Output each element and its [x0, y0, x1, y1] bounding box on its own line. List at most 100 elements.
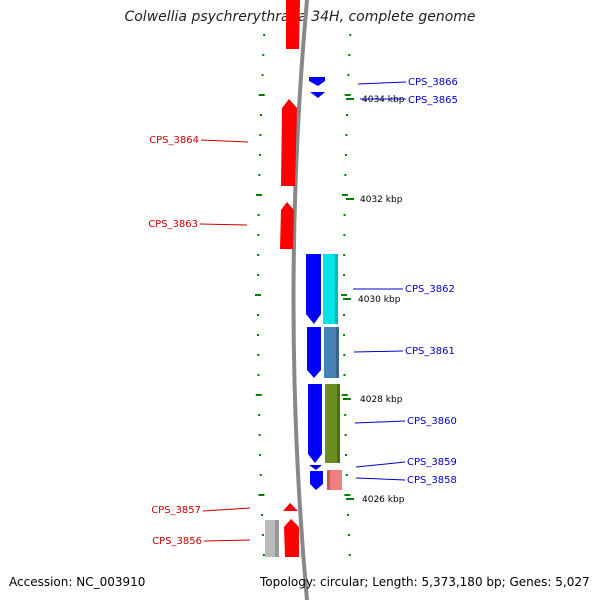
- right-tick-track-tick: [343, 254, 346, 256]
- gene-arrow-cps-3856[interactable]: [284, 519, 299, 557]
- gene-arrow-cps-3864[interactable]: [281, 99, 297, 186]
- gene-labels: CPS_3866 CPS_3865 CPS_3864 CPS_3863 CPS_…: [148, 77, 458, 547]
- left-tick-track-tick: [258, 434, 261, 436]
- gene-arrow-cps-3862[interactable]: [306, 254, 321, 324]
- left-tick-track-tick: [255, 394, 262, 396]
- right-tick-track-tick: [343, 334, 346, 336]
- gene-arrow-cps-3861[interactable]: [307, 327, 321, 378]
- right-tick-track-tick: [347, 514, 350, 516]
- right-tick-track-tick: [343, 274, 346, 276]
- leader-cps-3856: [203, 539, 251, 542]
- right-tick-track-tick: [346, 114, 348, 116]
- left-tick-track-tick: [258, 494, 265, 496]
- right-tick-track-tick: [343, 374, 346, 376]
- right-tick-track-tick: [344, 494, 351, 496]
- left-tick-track-tick: [259, 454, 262, 456]
- genome-backbone: [291, 0, 309, 600]
- accession-text: Accession: NC_003910: [9, 575, 146, 589]
- gene-arrow-cps-3858[interactable]: [310, 471, 323, 490]
- gene-arrow-cps-3857[interactable]: [283, 503, 298, 511]
- label-leaders: [199, 81, 407, 542]
- right-tick-track-tick: [343, 234, 346, 236]
- left-tick-track-tick: [261, 514, 264, 516]
- leader-cps-3859: [355, 461, 406, 468]
- gene-arrow-cps-3865[interactable]: [310, 92, 325, 98]
- gene-arrow-cps-3859[interactable]: [309, 465, 322, 470]
- scale-label-4034: 4034 kbp: [362, 95, 405, 105]
- reverse-strand-genes: [306, 77, 325, 490]
- left-tick-track-tick: [263, 34, 266, 36]
- gene-label-cps-3859[interactable]: CPS_3859: [407, 457, 457, 468]
- right-tick-track-tick: [349, 34, 352, 36]
- scale-label-4028: 4028 kbp: [360, 395, 403, 405]
- left-tick-track-tick: [257, 334, 260, 336]
- right-tick-track-tick: [345, 454, 348, 456]
- gene-label-cps-3862[interactable]: CPS_3862: [405, 284, 455, 295]
- cog-block-cps-3860[interactable]: [325, 384, 340, 463]
- cog-block-cps-3861-shade: [336, 327, 339, 378]
- left-tick-track-tick: [262, 54, 265, 56]
- gene-label-cps-3864[interactable]: CPS_3864: [149, 135, 199, 146]
- left-tick-track-tick: [257, 314, 259, 316]
- leader-cps-3866: [357, 81, 407, 85]
- right-tick-track-tick: [344, 154, 347, 156]
- gene-label-cps-3865[interactable]: CPS_3865: [408, 95, 458, 106]
- left-tick-track-tick: [257, 274, 260, 276]
- gene-label-cps-3861[interactable]: CPS_3861: [405, 346, 455, 357]
- map-title: Colwellia psychrerythraea 34H, complete …: [124, 9, 476, 25]
- right-tick-track-tick: [344, 174, 347, 176]
- cog-block-cps-3861[interactable]: [324, 327, 339, 378]
- gene-label-cps-3858[interactable]: CPS_3858: [407, 475, 457, 486]
- cog-block-cps-3860-shade: [337, 384, 340, 463]
- gene-label-cps-3857[interactable]: CPS_3857: [151, 505, 201, 516]
- gene-block-grey-shade: [275, 520, 279, 557]
- right-tick-track-tick: [345, 474, 348, 476]
- right-tick-track-tick: [345, 134, 348, 136]
- left-tick-track-tick: [259, 474, 262, 476]
- left-tick-track-tick: [257, 354, 260, 356]
- right-tick-track-tick: [341, 394, 348, 396]
- tick-tracks: [255, 34, 352, 556]
- left-tick-track-tick: [258, 154, 261, 156]
- left-tick-track-tick: [258, 174, 261, 176]
- cog-block-cps-3862-shade: [335, 254, 338, 324]
- left-tick-track-tick: [258, 94, 265, 96]
- scale-label-4030: 4030 kbp: [358, 295, 401, 305]
- gene-arrow-cps-3860[interactable]: [308, 384, 322, 463]
- cog-block-cps-3858[interactable]: [327, 470, 342, 490]
- gene-arrow-top-partial[interactable]: [286, 0, 300, 49]
- forward-strand-genes: [265, 0, 300, 557]
- gene-arrow-cps-3863[interactable]: [280, 202, 294, 249]
- leader-cps-3864: [200, 139, 249, 143]
- leader-cps-3858: [355, 477, 406, 481]
- gene-label-cps-3860[interactable]: CPS_3860: [407, 416, 457, 427]
- right-tick-track-tick: [344, 414, 347, 416]
- leader-cps-3857: [202, 507, 251, 512]
- cog-block-cps-3858-shade: [327, 470, 330, 490]
- right-tick-track-tick: [347, 74, 350, 76]
- right-tick-track-tick: [348, 54, 351, 56]
- left-tick-track-tick: [261, 534, 264, 536]
- left-tick-track-tick: [260, 114, 262, 116]
- gene-label-cps-3856[interactable]: CPS_3856: [152, 536, 202, 547]
- scale-ticks: 4034 kbp 4032 kbp 4030 kbp 4028 kbp 4026…: [343, 95, 405, 505]
- scale-label-4026: 4026 kbp: [362, 495, 405, 505]
- right-tick-track-tick: [343, 354, 346, 356]
- left-tick-track-tick: [258, 414, 261, 416]
- right-tick-track-tick: [343, 214, 346, 216]
- left-tick-track-tick: [261, 74, 264, 76]
- left-tick-track-tick: [257, 214, 260, 216]
- topology-text: Topology: circular; Length: 5,373,180 bp…: [260, 575, 590, 589]
- right-tick-track-tick: [342, 194, 348, 196]
- gene-label-cps-3866[interactable]: CPS_3866: [408, 77, 458, 88]
- leader-cps-3860: [354, 420, 406, 424]
- gene-label-cps-3863[interactable]: CPS_3863: [148, 219, 198, 230]
- left-tick-track-tick: [256, 194, 262, 196]
- right-tick-track-tick: [347, 534, 350, 536]
- cog-block-cps-3862[interactable]: [323, 254, 338, 324]
- right-tick-track-tick: [341, 294, 347, 296]
- gene-arrow-cps-3866[interactable]: [309, 77, 325, 86]
- scale-label-4032: 4032 kbp: [360, 195, 403, 205]
